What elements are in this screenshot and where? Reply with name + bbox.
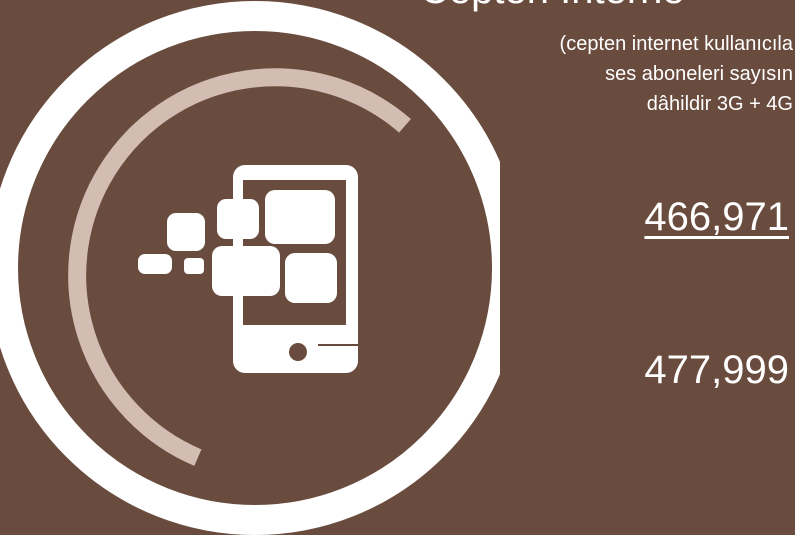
smartphone-data-icon: [138, 165, 358, 373]
home-button-icon: [289, 343, 307, 361]
page-title: Cepten Interne: [420, 0, 685, 10]
subtitle-line-3: dâhildir 3G + 4G: [646, 93, 793, 115]
secondary-stat-value: 477,999: [644, 348, 789, 392]
inner-arc: [68, 68, 411, 466]
primary-stat-value: 466,971: [644, 195, 789, 239]
outer-ring: [0, 1, 500, 535]
phone-data-graphic: [0, 1, 500, 535]
subtitle-line-1: (cepten internet kullanıcıla: [559, 33, 793, 55]
subtitle-line-2: ses aboneleri sayısın: [605, 63, 793, 85]
